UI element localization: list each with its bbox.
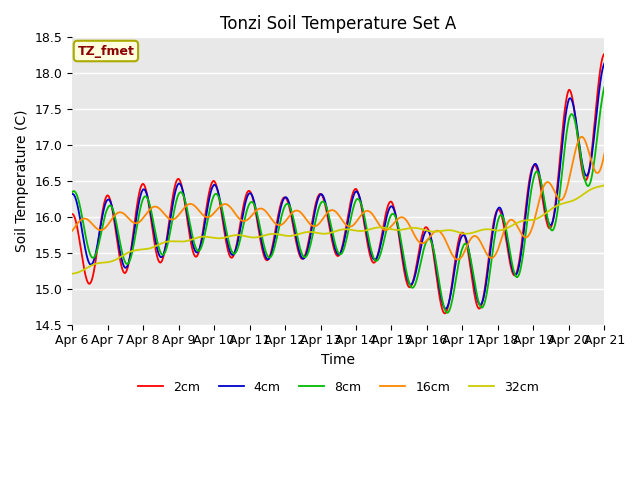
16cm [538, 189, 545, 195]
Line: 16cm: 16cm [72, 137, 604, 260]
8cm [444, 310, 451, 316]
4cm [491, 218, 499, 224]
32cm [490, 227, 498, 233]
Line: 2cm: 2cm [72, 54, 604, 313]
8cm [187, 224, 195, 229]
4cm [68, 191, 76, 197]
4cm [246, 191, 254, 196]
2cm [441, 311, 449, 316]
Legend: 2cm, 4cm, 8cm, 16cm, 32cm: 2cm, 4cm, 8cm, 16cm, 32cm [133, 376, 544, 399]
Title: Tonzi Soil Temperature Set A: Tonzi Soil Temperature Set A [220, 15, 456, 33]
2cm [600, 51, 608, 57]
32cm [538, 214, 545, 219]
8cm [600, 84, 608, 90]
16cm [454, 257, 461, 263]
32cm [68, 271, 76, 276]
2cm [68, 211, 76, 217]
32cm [173, 239, 181, 244]
4cm [187, 230, 195, 236]
8cm [538, 181, 545, 187]
32cm [600, 182, 608, 188]
8cm [68, 189, 76, 195]
2cm [246, 189, 254, 194]
4cm [600, 60, 608, 66]
8cm [246, 200, 254, 206]
Y-axis label: Soil Temperature (C): Soil Temperature (C) [15, 110, 29, 252]
4cm [538, 183, 545, 189]
4cm [420, 230, 428, 236]
2cm [187, 237, 195, 243]
2cm [173, 176, 181, 182]
4cm [173, 182, 181, 188]
2cm [538, 189, 545, 195]
16cm [420, 240, 428, 245]
16cm [491, 253, 499, 259]
Line: 32cm: 32cm [72, 185, 604, 274]
Line: 4cm: 4cm [72, 63, 604, 309]
16cm [578, 134, 586, 140]
8cm [420, 243, 428, 249]
4cm [442, 306, 449, 312]
Text: TZ_fmet: TZ_fmet [77, 45, 134, 58]
8cm [173, 194, 181, 200]
8cm [491, 235, 499, 241]
32cm [187, 237, 195, 243]
32cm [246, 234, 254, 240]
X-axis label: Time: Time [321, 353, 355, 367]
32cm [420, 227, 428, 233]
Line: 8cm: 8cm [72, 87, 604, 313]
16cm [246, 215, 254, 220]
16cm [173, 214, 181, 219]
16cm [187, 201, 195, 207]
2cm [420, 225, 428, 231]
16cm [600, 151, 608, 157]
2cm [491, 215, 499, 221]
16cm [68, 228, 76, 234]
